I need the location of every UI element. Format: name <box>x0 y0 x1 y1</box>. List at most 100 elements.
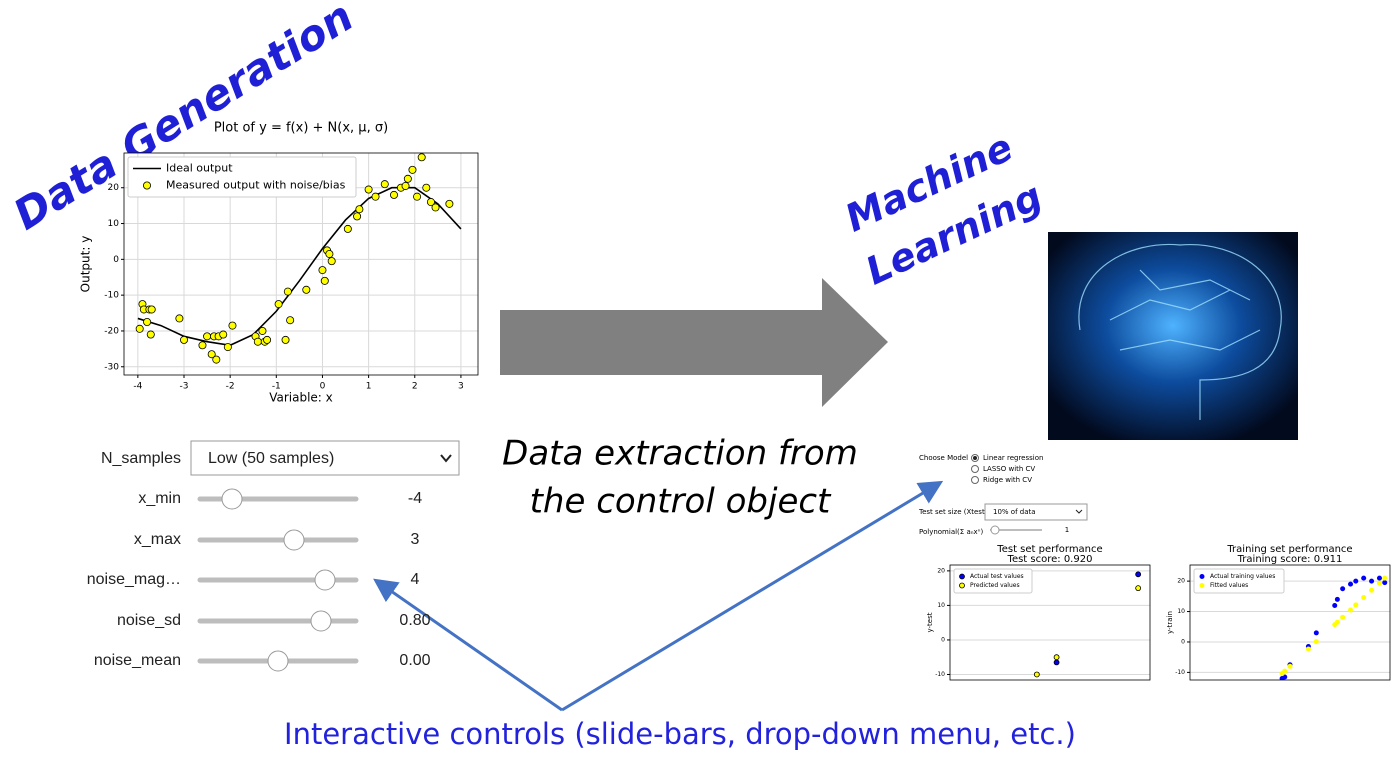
chart-title: Plot of y = f(x) + N(x, μ, σ) <box>214 121 388 136</box>
point <box>325 249 334 258</box>
dropdown-value: 10% of data <box>993 508 1036 516</box>
legend-box <box>1193 568 1285 594</box>
y-axis-label: y-train <box>1166 611 1174 634</box>
x-tick-label: 0 <box>320 382 326 392</box>
point <box>274 300 283 309</box>
legend-swatch <box>959 573 965 580</box>
point <box>203 332 212 341</box>
x-tick-label: 2 <box>412 382 418 392</box>
x-tick-label: -2 <box>226 382 235 392</box>
point <box>413 192 422 201</box>
dropdown-value: Low (50 samples) <box>208 450 334 467</box>
point <box>1313 630 1319 636</box>
point <box>320 276 329 285</box>
slider-knob[interactable] <box>314 569 336 591</box>
frame <box>1189 564 1391 681</box>
point <box>302 285 311 294</box>
point <box>431 203 440 212</box>
slider-value: 3 <box>411 531 420 548</box>
frame <box>123 152 479 376</box>
caption: the control object <box>530 482 832 522</box>
legend-swatch <box>142 181 151 190</box>
slider-value: -4 <box>408 490 422 507</box>
y-tick-label: 10 <box>108 219 120 229</box>
point <box>1353 578 1359 584</box>
point <box>1282 668 1288 674</box>
point <box>1353 602 1359 608</box>
x-tick-label: 1 <box>366 382 372 392</box>
dropdown[interactable] <box>984 503 1088 521</box>
point <box>223 343 232 352</box>
slider-value: 0.00 <box>399 652 430 669</box>
point <box>1053 654 1060 661</box>
y-tick-label: -20 <box>104 326 119 336</box>
x-tick-label: -1 <box>272 382 281 392</box>
brain-image <box>1048 232 1298 440</box>
radio[interactable] <box>971 465 979 473</box>
chart-subtitle: Training score: 0.911 <box>1237 554 1343 565</box>
x-axis-label: Variable: x <box>269 391 333 405</box>
chart: -10 0 10 20 Training set performanceTraining… <box>1166 544 1391 681</box>
point <box>253 337 262 346</box>
controls: N_samples Low (50 samples) x_min -4 x_max 3 no… <box>87 440 460 672</box>
slider-knob[interactable] <box>283 529 305 551</box>
point <box>263 335 272 344</box>
caption: Data extraction from <box>502 434 858 474</box>
legend-label: Measured output with noise/bias <box>166 179 346 192</box>
slider-value: 1 <box>1065 526 1069 534</box>
radio-label: LASSO with CV <box>983 465 1035 473</box>
radio-label: Linear regression <box>983 454 1043 462</box>
frame <box>949 564 1151 681</box>
slider-knob[interactable] <box>310 610 332 632</box>
legend-box <box>127 156 357 198</box>
y-tick-label: -10 <box>935 671 945 678</box>
point <box>1332 602 1338 608</box>
point <box>422 183 431 192</box>
control-label: Choose Model <box>919 454 968 462</box>
point <box>1053 659 1060 666</box>
slider-label: x_max <box>134 531 181 548</box>
point <box>1376 580 1382 586</box>
point <box>147 305 156 314</box>
point <box>1282 674 1288 680</box>
slider-knob[interactable] <box>990 525 1000 535</box>
point <box>1369 587 1375 593</box>
data-layer <box>1279 575 1388 680</box>
y-tick-label: -10 <box>104 291 119 301</box>
point <box>1348 607 1354 613</box>
point <box>212 355 221 364</box>
chart-title: Training set performance <box>1226 544 1352 555</box>
point <box>401 181 410 190</box>
point <box>1361 575 1367 581</box>
point <box>371 192 380 201</box>
legend-box <box>953 568 1033 594</box>
point <box>1287 663 1293 669</box>
y-axis-label: Output: y <box>79 236 93 293</box>
point <box>135 324 144 333</box>
brain-circuits <box>1078 243 1282 420</box>
point <box>198 341 207 350</box>
radio[interactable] <box>971 476 979 484</box>
point <box>1334 596 1340 602</box>
point <box>1361 595 1367 601</box>
point <box>1334 619 1340 625</box>
dropdown-chevron <box>1075 509 1083 514</box>
point <box>1348 581 1354 587</box>
legend-label: Fitted values <box>1210 582 1248 589</box>
point <box>179 335 188 344</box>
point <box>380 180 389 189</box>
point <box>286 316 295 325</box>
legend-swatch <box>959 582 965 589</box>
slider-knob[interactable] <box>221 488 243 510</box>
slider-knob[interactable] <box>267 650 289 672</box>
radio-label: Ridge with CV <box>983 476 1032 484</box>
radio-dot <box>973 456 977 460</box>
data-layer <box>1033 571 1142 678</box>
legend-swatch <box>1199 583 1205 588</box>
y-tick-label: 10 <box>937 602 945 609</box>
control-label: Test set size (Xtest) <box>918 508 988 516</box>
legend: Ideal output Measured output with noise/b… <box>127 156 357 198</box>
point <box>219 330 228 339</box>
dropdown[interactable] <box>190 440 460 476</box>
